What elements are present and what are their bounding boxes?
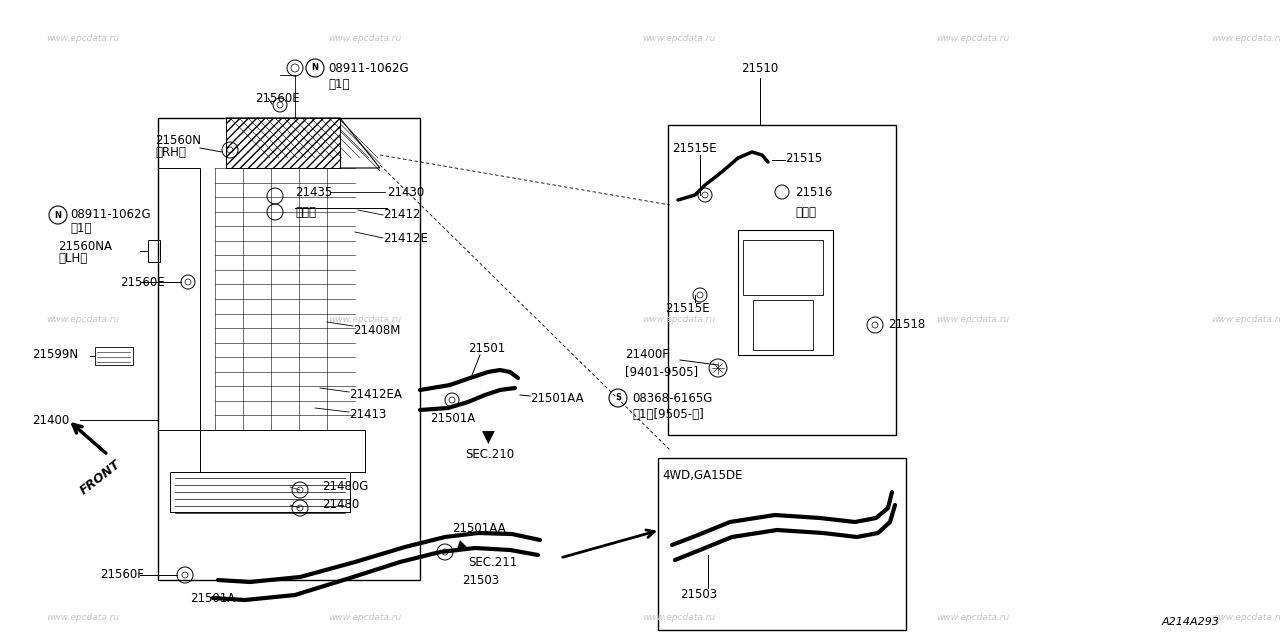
Text: 21515E: 21515E [672, 141, 717, 154]
Text: 08911-1062G: 08911-1062G [328, 61, 408, 74]
Text: www.epcdata.ru: www.epcdata.ru [1211, 613, 1280, 622]
Text: （1）: （1） [70, 221, 91, 234]
Text: www.epcdata.ru: www.epcdata.ru [1211, 34, 1280, 43]
Text: 21515E: 21515E [666, 301, 709, 314]
Text: （RH）: （RH） [155, 147, 186, 159]
Text: 21400F: 21400F [625, 349, 669, 362]
Text: www.epcdata.ru: www.epcdata.ru [641, 613, 716, 622]
Text: 21480: 21480 [323, 499, 360, 511]
Text: ▼: ▼ [481, 429, 494, 447]
Text: 21501: 21501 [468, 342, 506, 355]
Text: A214A293: A214A293 [1162, 617, 1220, 627]
Text: 非販売: 非販売 [294, 205, 316, 218]
Text: 21560N: 21560N [155, 134, 201, 147]
Text: SEC.211: SEC.211 [468, 556, 517, 568]
Bar [739, 230, 833, 355]
Text: 21501A: 21501A [189, 591, 236, 605]
Text: 21560NA: 21560NA [58, 239, 113, 253]
Bar [227, 118, 340, 168]
Text: 21430: 21430 [387, 186, 424, 198]
Bar [170, 472, 349, 512]
Text: 08911-1062G: 08911-1062G [70, 209, 151, 221]
Bar [753, 300, 813, 350]
Text: 21560F: 21560F [100, 568, 143, 582]
Text: 21413: 21413 [349, 408, 387, 422]
Text: www.epcdata.ru: www.epcdata.ru [46, 316, 120, 324]
Bar [742, 240, 823, 295]
Text: 21503: 21503 [462, 573, 499, 586]
Text: N: N [311, 63, 319, 72]
Text: 21412EA: 21412EA [349, 388, 402, 401]
Text: www.epcdata.ru: www.epcdata.ru [1211, 316, 1280, 324]
Text: 21503: 21503 [680, 589, 717, 602]
Bar [157, 168, 200, 430]
Text: 21560E: 21560E [120, 275, 165, 289]
Text: www.epcdata.ru: www.epcdata.ru [641, 34, 716, 43]
Text: www.epcdata.ru: www.epcdata.ru [328, 34, 402, 43]
Text: 21501AA: 21501AA [452, 522, 506, 534]
Text: www.epcdata.ru: www.epcdata.ru [936, 613, 1010, 622]
Bar [157, 118, 420, 580]
Text: www.epcdata.ru: www.epcdata.ru [328, 316, 402, 324]
Text: S: S [614, 394, 621, 403]
Text: 21560E: 21560E [255, 92, 300, 104]
Text: N: N [55, 211, 61, 220]
Text: 4WD,GA15DE: 4WD,GA15DE [662, 468, 742, 481]
Text: 21400: 21400 [32, 413, 69, 426]
Text: （1）[9505-　]: （1）[9505- ] [632, 408, 704, 422]
Bar [658, 458, 906, 630]
Text: www.epcdata.ru: www.epcdata.ru [936, 34, 1010, 43]
Bar [95, 347, 133, 365]
Text: （LH）: （LH） [58, 253, 87, 266]
Text: ▼: ▼ [451, 538, 470, 557]
Text: www.epcdata.ru: www.epcdata.ru [46, 613, 120, 622]
Text: 21516: 21516 [795, 186, 832, 198]
Text: 21435: 21435 [294, 186, 333, 198]
Bar [200, 430, 365, 472]
Text: www.epcdata.ru: www.epcdata.ru [328, 613, 402, 622]
Text: [9401-9505]: [9401-9505] [625, 365, 698, 378]
Text: www.epcdata.ru: www.epcdata.ru [936, 316, 1010, 324]
Text: 21599N: 21599N [32, 349, 78, 362]
Text: 21480G: 21480G [323, 481, 369, 493]
Text: 08368-6165G: 08368-6165G [632, 392, 713, 404]
Text: 21510: 21510 [741, 61, 778, 74]
Text: SEC.210: SEC.210 [466, 449, 515, 461]
Text: FRONT: FRONT [77, 458, 123, 498]
Text: 21501AA: 21501AA [530, 392, 584, 404]
Text: 非販売: 非販売 [795, 205, 817, 218]
Text: www.epcdata.ru: www.epcdata.ru [641, 316, 716, 324]
Bar [668, 125, 896, 435]
Text: （1）: （1） [328, 77, 349, 90]
Text: www.epcdata.ru: www.epcdata.ru [46, 34, 120, 43]
Text: 21501A: 21501A [430, 412, 475, 424]
Text: 21408M: 21408M [353, 323, 401, 337]
Text: 21412E: 21412E [383, 232, 428, 244]
Text: 21412: 21412 [383, 209, 421, 221]
Text: 21515: 21515 [785, 152, 822, 164]
Bar [148, 240, 160, 262]
Text: 21518: 21518 [888, 319, 925, 332]
